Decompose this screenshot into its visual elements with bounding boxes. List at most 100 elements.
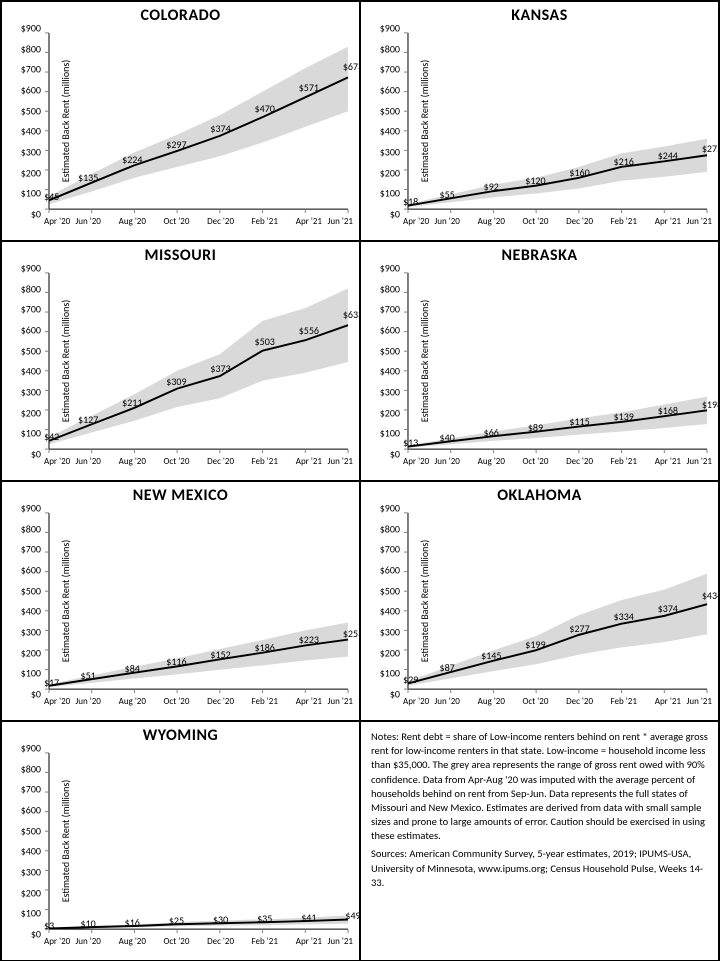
data-point-label: $87 <box>440 661 455 674</box>
plot-area: $0$100$200$300$400$500$600$700$800$900$4… <box>44 28 353 214</box>
notes-sources: Sources: American Community Survey, 5-ye… <box>371 847 708 890</box>
x-tick-label: Apr '20 <box>403 456 429 467</box>
y-tick-label: $900 <box>21 742 41 755</box>
x-tick-label: Jun '20 <box>434 456 459 467</box>
data-point-label: $120 <box>525 174 545 187</box>
chart-cell: OKLAHOMAEstimated Back Rent (millions) $… <box>360 481 719 721</box>
y-tick-label: $200 <box>380 646 400 659</box>
x-tick-label: Apr '21 <box>296 696 322 707</box>
data-point-label: $49 <box>345 909 360 922</box>
y-tick-label: $200 <box>21 886 41 899</box>
y-tick-label: $300 <box>380 626 400 639</box>
x-tick-labels: Apr '20Jun '20Aug '20Oct '20Dec '20Feb '… <box>403 696 712 716</box>
data-point-label: $42 <box>44 430 59 443</box>
y-tick-label: $100 <box>380 667 400 680</box>
plot-area: $0$100$200$300$400$500$600$700$800$900$2… <box>403 508 712 694</box>
chart-cell: MISSOURIEstimated Back Rent (millions) $… <box>1 241 360 481</box>
x-tick-label: Apr '21 <box>655 216 681 227</box>
data-point-label: $223 <box>299 633 319 646</box>
data-point-label: $374 <box>210 122 230 135</box>
x-tick-label: Jun '21 <box>687 456 712 467</box>
data-point-label: $186 <box>255 641 275 654</box>
y-tick-label: $100 <box>21 907 41 920</box>
data-point-label: $84 <box>125 662 140 675</box>
y-tick-label: $0 <box>390 448 400 461</box>
plot-area: $0$100$200$300$400$500$600$700$800$900$4… <box>44 268 353 454</box>
y-tick-label: $100 <box>21 667 41 680</box>
y-tick-label: $100 <box>21 187 41 200</box>
y-tick-label: $900 <box>21 22 41 35</box>
y-tick-label: $300 <box>380 146 400 159</box>
x-tick-label: Feb '21 <box>611 216 637 227</box>
chart-title: NEBRASKA <box>361 246 718 265</box>
chart-cell: COLORADOEstimated Back Rent (millions) $… <box>1 1 360 241</box>
x-tick-label: Feb '21 <box>252 696 278 707</box>
x-tick-label: Oct '20 <box>522 456 548 467</box>
chart-title: COLORADO <box>2 6 359 25</box>
y-tick-label: $600 <box>21 324 41 337</box>
x-tick-label: Aug '20 <box>119 936 146 947</box>
y-tick-label: $800 <box>21 762 41 775</box>
chart-grid: COLORADOEstimated Back Rent (millions) $… <box>0 0 720 961</box>
x-tick-labels: Apr '20Jun '20Aug '20Oct '20Dec '20Feb '… <box>44 456 353 476</box>
y-tick-label: $800 <box>380 282 400 295</box>
x-tick-labels: Apr '20Jun '20Aug '20Oct '20Dec '20Feb '… <box>44 696 353 716</box>
y-tick-label: $500 <box>21 344 41 357</box>
data-point-label: $40 <box>440 431 455 444</box>
x-tick-label: Oct '20 <box>522 216 548 227</box>
y-tick-label: $600 <box>21 804 41 817</box>
plot-area: $0$100$200$300$400$500$600$700$800$900$1… <box>403 268 712 454</box>
x-tick-label: Jun '21 <box>687 216 712 227</box>
x-tick-label: Feb '21 <box>252 456 278 467</box>
data-point-label: $30 <box>213 913 228 926</box>
y-tick-label: $400 <box>380 605 400 618</box>
x-tick-label: Oct '20 <box>163 696 189 707</box>
x-tick-label: Aug '20 <box>478 216 505 227</box>
chart-title: KANSAS <box>361 6 718 25</box>
data-point-label: $434 <box>702 589 719 602</box>
y-tick-label: $300 <box>21 866 41 879</box>
y-tick-label: $700 <box>21 63 41 76</box>
data-point-label: $116 <box>166 655 186 668</box>
y-tick-label: $900 <box>380 262 400 275</box>
data-point-label: $51 <box>81 669 96 682</box>
y-tick-label: $600 <box>380 564 400 577</box>
x-tick-label: Jun '20 <box>75 456 100 467</box>
y-tick-label: $500 <box>380 104 400 117</box>
y-tick-label: $900 <box>21 502 41 515</box>
y-tick-label: $800 <box>21 522 41 535</box>
notes-body: Notes: Rent debt = share of Low-income r… <box>371 730 708 843</box>
y-tick-label: $0 <box>31 928 41 941</box>
y-tick-label: $600 <box>380 84 400 97</box>
data-point-label: $556 <box>299 324 319 337</box>
x-tick-label: Jun '20 <box>75 216 100 227</box>
x-tick-label: Jun '21 <box>328 696 353 707</box>
y-tick-label: $100 <box>380 187 400 200</box>
chart-cell: WYOMINGEstimated Back Rent (millions) $0… <box>1 721 360 961</box>
chart-cell: NEBRASKAEstimated Back Rent (millions) $… <box>360 241 719 481</box>
x-tick-label: Jun '20 <box>75 936 100 947</box>
x-tick-label: Dec '20 <box>207 936 234 947</box>
data-point-label: $334 <box>614 610 634 623</box>
y-tick-label: $0 <box>31 208 41 221</box>
data-point-label: $25 <box>169 914 184 927</box>
y-tick-label: $900 <box>380 22 400 35</box>
y-tick-label: $600 <box>21 84 41 97</box>
x-tick-labels: Apr '20Jun '20Aug '20Oct '20Dec '20Feb '… <box>44 936 353 956</box>
x-tick-label: Feb '21 <box>252 936 278 947</box>
data-point-label: $127 <box>78 413 98 426</box>
y-tick-label: $100 <box>21 427 41 440</box>
data-point-label: $297 <box>166 138 186 151</box>
data-point-label: $244 <box>658 149 678 162</box>
y-tick-label: $200 <box>21 646 41 659</box>
y-tick-label: $800 <box>21 282 41 295</box>
x-tick-label: Dec '20 <box>207 696 234 707</box>
y-tick-label: $0 <box>31 448 41 461</box>
x-tick-label: Dec '20 <box>207 456 234 467</box>
data-point-label: $633 <box>343 308 360 321</box>
x-tick-label: Apr '21 <box>655 456 681 467</box>
y-tick-label: $200 <box>21 406 41 419</box>
x-tick-label: Apr '20 <box>403 216 429 227</box>
y-tick-label: $900 <box>380 502 400 515</box>
y-tick-label: $700 <box>21 783 41 796</box>
